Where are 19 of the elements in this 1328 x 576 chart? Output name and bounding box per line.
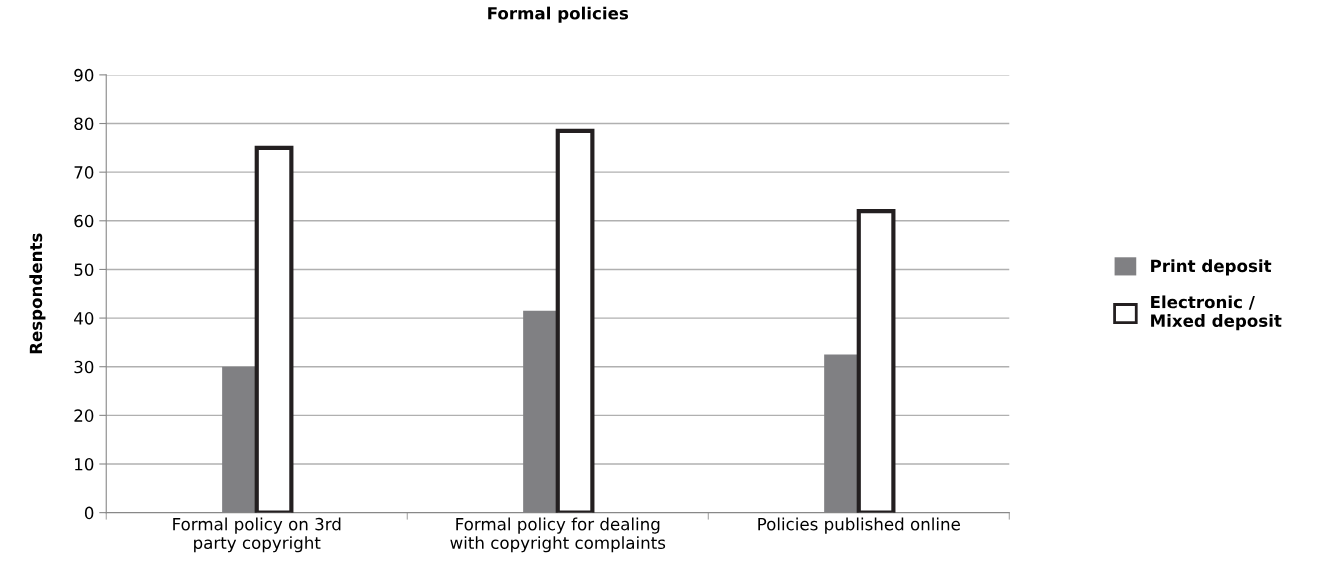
y-tick-label: 80: [74, 117, 94, 131]
y-tick-label: 20: [74, 409, 94, 422]
y-tick-label: 10: [75, 457, 94, 471]
y-tick-label: 60: [74, 214, 94, 228]
x-tick-label: Policies published online: [758, 517, 960, 534]
y-tick-label: 40: [74, 312, 94, 325]
bar: [222, 366, 257, 513]
y-axis-title: Respondents: [29, 233, 46, 354]
legend-label: Print deposit: [1151, 259, 1272, 276]
y-tick-label: 90: [74, 68, 94, 82]
y-tick-label: 50: [74, 263, 94, 277]
y-tick-label: 30: [74, 360, 94, 374]
x-tick-label: Formal policy on 3rd party copyright: [173, 517, 341, 553]
y-tick-label: 0: [84, 506, 94, 520]
legend-label: Electronic / Mixed deposit: [1151, 295, 1282, 331]
chart-title: Formal policies: [488, 6, 629, 23]
x-tick-label: Formal policy for dealing with copyright complaints: [450, 517, 666, 553]
bar: [523, 310, 558, 513]
y-tick-label: 70: [74, 166, 94, 179]
